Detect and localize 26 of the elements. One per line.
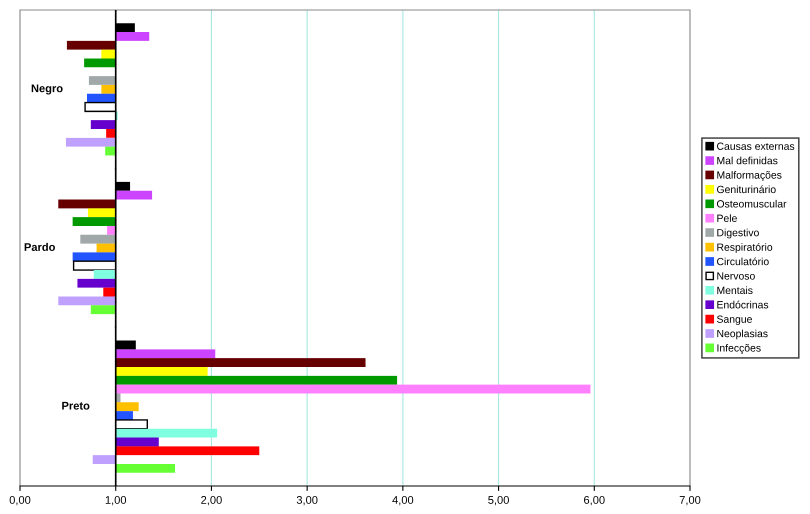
legend-label: Infecções (717, 344, 761, 354)
legend-label: Digestivo (717, 228, 759, 238)
x-tick-label: 2,00 (201, 496, 222, 506)
y-tick-label: Pardo (24, 242, 55, 251)
legend-label: Neoplasias (717, 330, 768, 340)
x-tick-label: 0,00 (10, 496, 30, 506)
x-tick-label: 3,00 (296, 496, 318, 506)
x-tick-label: 6,00 (584, 496, 605, 506)
legend-label: Mal definidas (717, 156, 778, 164)
legend-label: Sangue (716, 315, 752, 325)
x-tick-label: 7,00 (680, 496, 700, 506)
y-tick-label: Negro (32, 84, 63, 95)
legend-label: Endócrinas (717, 300, 768, 308)
legend-label: Respiratório (717, 243, 772, 253)
legend-label: Geniturinário (717, 185, 776, 194)
y-tick-label: Preto (62, 402, 90, 410)
legend-label: Osteomuscular (716, 200, 786, 208)
legend-label: Pele (717, 214, 737, 222)
x-tick-label: 1,00 (106, 496, 126, 506)
legend-label: Nervoso (717, 272, 755, 280)
legend-label: Causas externas (717, 142, 794, 150)
legend-label: Mentais (717, 286, 753, 294)
x-tick-label: 4,00 (392, 496, 414, 506)
legend-label: Circulatório (717, 257, 769, 266)
legend-label: Malformações (717, 171, 782, 181)
x-tick-label: 5,00 (488, 496, 509, 506)
